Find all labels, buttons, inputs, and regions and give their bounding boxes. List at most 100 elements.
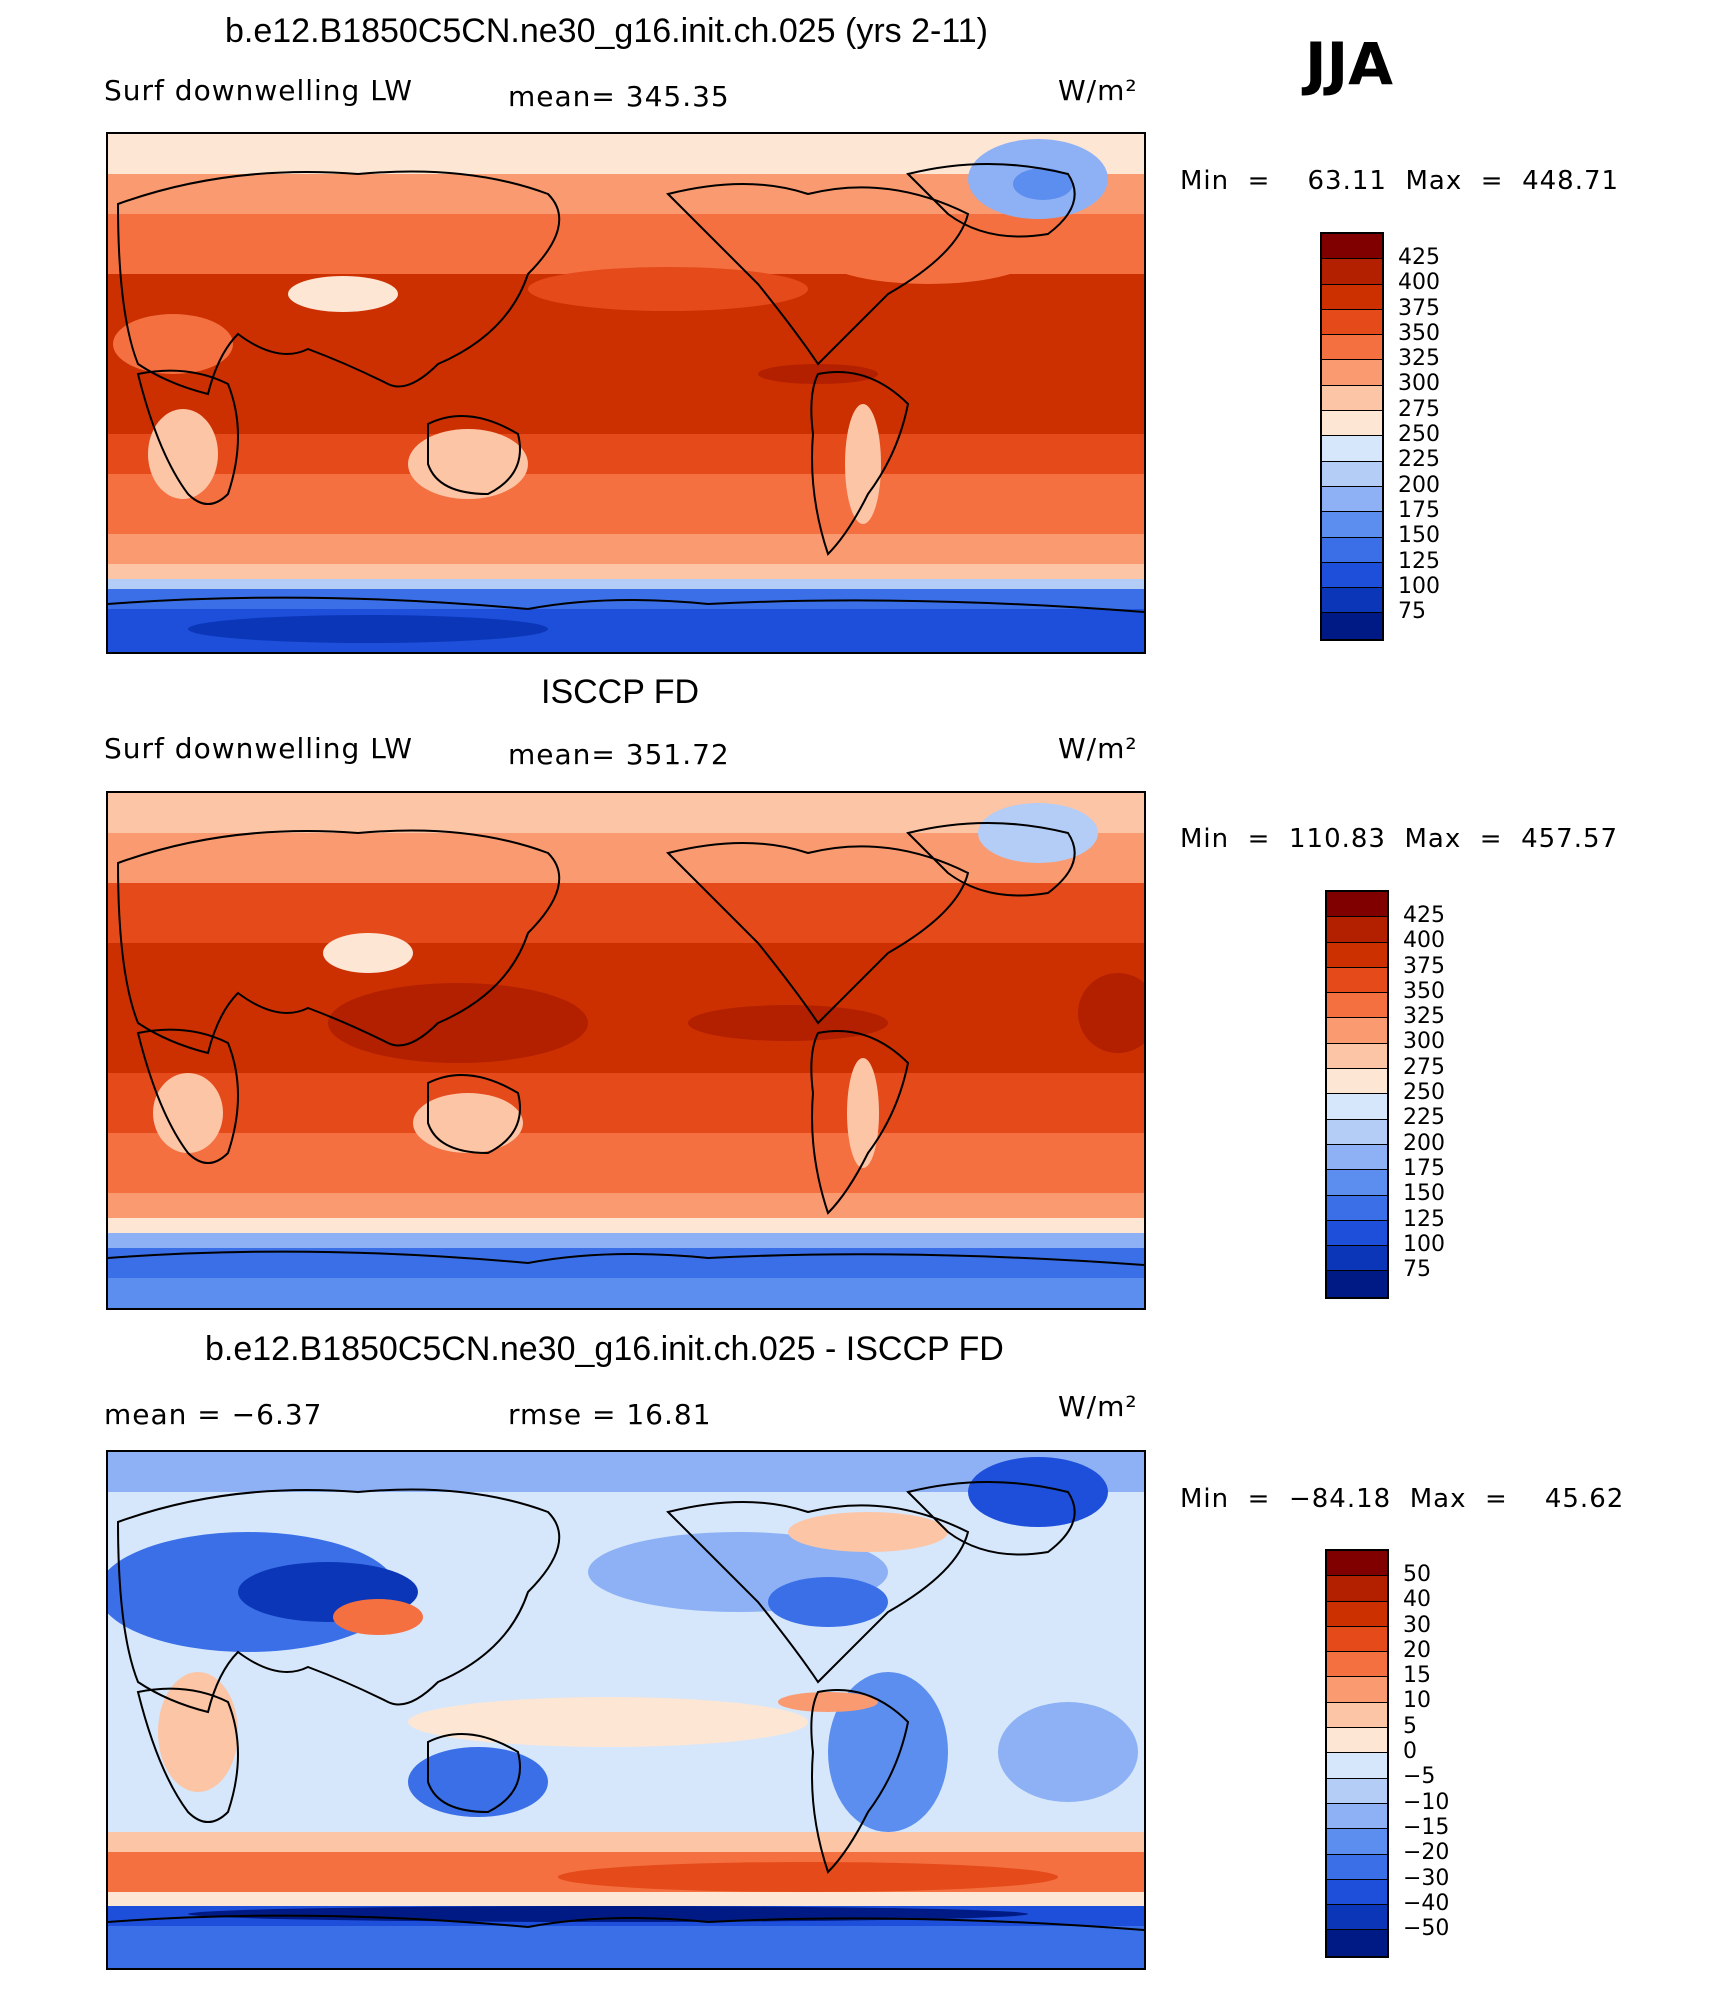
colorbar-tick-label: 325: [1403, 1004, 1445, 1030]
colorbar-tick-label: 225: [1398, 447, 1440, 473]
panel3-title: b.e12.B1850C5CN.ne30_g16.init.ch.025 - I…: [205, 1330, 1004, 1368]
colorbar-segment: [1322, 562, 1382, 589]
colorbar-segment: [1327, 1576, 1387, 1602]
panel2-minmax: Min = 110.83 Max = 457.57: [1180, 824, 1619, 854]
colorbar-segment: [1322, 284, 1382, 310]
colorbar-tick-label: −15: [1403, 1814, 1450, 1840]
colorbar-tick-label: 125: [1398, 548, 1440, 574]
colorbar-tick-label: 275: [1398, 396, 1440, 422]
colorbar-tick-label: 300: [1398, 371, 1440, 397]
colorbar-segment: [1322, 309, 1382, 336]
colorbar-segment: [1327, 892, 1387, 918]
colorbar-segment: [1327, 1069, 1387, 1095]
panel3-map: [106, 1450, 1146, 1970]
colorbar-segment: [1327, 1271, 1387, 1297]
colorbar-segment: [1327, 917, 1387, 943]
colorbar-tick-label: −10: [1403, 1789, 1450, 1815]
panel3-colorbar-labels: 50 40 30 20 15 10 5 0 −5 −10 −15 −20 −30…: [1403, 1562, 1449, 1941]
colorbar-segment: [1322, 588, 1382, 614]
colorbar-segment: [1322, 486, 1382, 513]
colorbar-tick-label: 125: [1403, 1206, 1445, 1232]
colorbar-tick-label: 275: [1403, 1054, 1445, 1080]
colorbar-segment: [1327, 967, 1387, 994]
colorbar-segment: [1327, 1753, 1387, 1779]
colorbar-tick-label: 40: [1403, 1587, 1431, 1613]
panel2-colorbar-labels: 425 400 375 350 325 300 275 250 225 200 …: [1403, 903, 1445, 1282]
colorbar-tick-label: 100: [1398, 573, 1440, 599]
colorbar-tick-label: −20: [1403, 1840, 1450, 1866]
season-label: JJA: [1305, 30, 1394, 98]
colorbar-tick-label: 20: [1403, 1637, 1431, 1663]
colorbar-segment: [1327, 1803, 1387, 1830]
panel2-map-field: [108, 793, 1144, 1308]
colorbar-segment: [1322, 537, 1382, 563]
colorbar-segment: [1327, 1778, 1387, 1804]
panel1-mean-label: mean= 345.35: [508, 80, 730, 113]
colorbar-segment: [1327, 942, 1387, 968]
colorbar-segment: [1327, 1854, 1387, 1880]
colorbar-tick-label: 300: [1403, 1029, 1445, 1055]
colorbar-segment: [1327, 1879, 1387, 1906]
colorbar-tick-label: 250: [1403, 1080, 1445, 1106]
colorbar-tick-label: 350: [1398, 320, 1440, 346]
colorbar-tick-label: −30: [1403, 1865, 1450, 1891]
colorbar-tick-label: −50: [1403, 1916, 1450, 1942]
colorbar-tick-label: 150: [1403, 1181, 1445, 1207]
panel1-map-field: [108, 134, 1144, 652]
colorbar-tick-label: 75: [1398, 599, 1426, 625]
panel2-units-label: W/m²: [1058, 732, 1138, 765]
colorbar-tick-label: 350: [1403, 978, 1445, 1004]
colorbar-segment: [1322, 512, 1382, 538]
colorbar-tick-label: 225: [1403, 1105, 1445, 1131]
colorbar-segment: [1327, 1702, 1387, 1729]
colorbar-tick-label: −5: [1403, 1764, 1436, 1790]
colorbar-tick-label: 375: [1403, 953, 1445, 979]
colorbar-tick-label: 325: [1398, 346, 1440, 372]
colorbar-tick-label: 10: [1403, 1688, 1431, 1714]
colorbar-segment: [1322, 411, 1382, 437]
colorbar-segment: [1327, 1170, 1387, 1196]
colorbar-segment: [1322, 613, 1382, 639]
panel2-mean-label: mean= 351.72: [508, 738, 730, 771]
panel2-colorbar: [1325, 890, 1389, 1299]
panel1-units-label: W/m²: [1058, 74, 1138, 107]
colorbar-tick-label: 425: [1403, 903, 1445, 928]
panel1-minmax: Min = 63.11 Max = 448.71: [1180, 166, 1620, 196]
colorbar-segment: [1327, 1551, 1387, 1577]
colorbar-tick-label: 200: [1403, 1130, 1445, 1156]
colorbar-tick-label: 175: [1398, 497, 1440, 523]
panel1-map: [106, 132, 1146, 654]
colorbar-segment: [1322, 385, 1382, 412]
colorbar-segment: [1327, 1144, 1387, 1171]
panel3-minmax: Min = −84.18 Max = 45.62: [1180, 1484, 1625, 1514]
colorbar-segment: [1327, 1043, 1387, 1070]
colorbar-tick-label: 5: [1403, 1713, 1417, 1739]
colorbar-segment: [1322, 335, 1382, 361]
panel1-variable-label: Surf downwelling LW: [104, 74, 413, 107]
colorbar-tick-label: 175: [1403, 1155, 1445, 1181]
colorbar-tick-label: 30: [1403, 1612, 1431, 1638]
colorbar-segment: [1327, 1728, 1387, 1754]
colorbar-segment: [1327, 1195, 1387, 1221]
colorbar-segment: [1327, 1905, 1387, 1931]
colorbar-segment: [1327, 1829, 1387, 1855]
colorbar-segment: [1327, 1677, 1387, 1703]
colorbar-segment: [1322, 360, 1382, 386]
panel2-map: [106, 791, 1146, 1310]
colorbar-segment: [1327, 1119, 1387, 1145]
colorbar-tick-label: 375: [1398, 295, 1440, 321]
colorbar-segment: [1327, 1626, 1387, 1653]
colorbar-tick-label: −40: [1403, 1890, 1450, 1916]
colorbar-segment: [1322, 259, 1382, 285]
colorbar-tick-label: 400: [1403, 928, 1445, 954]
colorbar-tick-label: 150: [1398, 523, 1440, 549]
panel2-variable-label: Surf downwelling LW: [104, 732, 413, 765]
panel3-rmse-label: rmse = 16.81: [508, 1398, 712, 1431]
colorbar-tick-label: 250: [1398, 422, 1440, 448]
colorbar-segment: [1327, 1094, 1387, 1120]
colorbar-tick-label: 75: [1403, 1257, 1431, 1283]
colorbar-tick-label: 200: [1398, 472, 1440, 498]
colorbar-tick-label: 425: [1398, 245, 1440, 270]
colorbar-segment: [1327, 1930, 1387, 1956]
colorbar-segment: [1327, 1652, 1387, 1678]
